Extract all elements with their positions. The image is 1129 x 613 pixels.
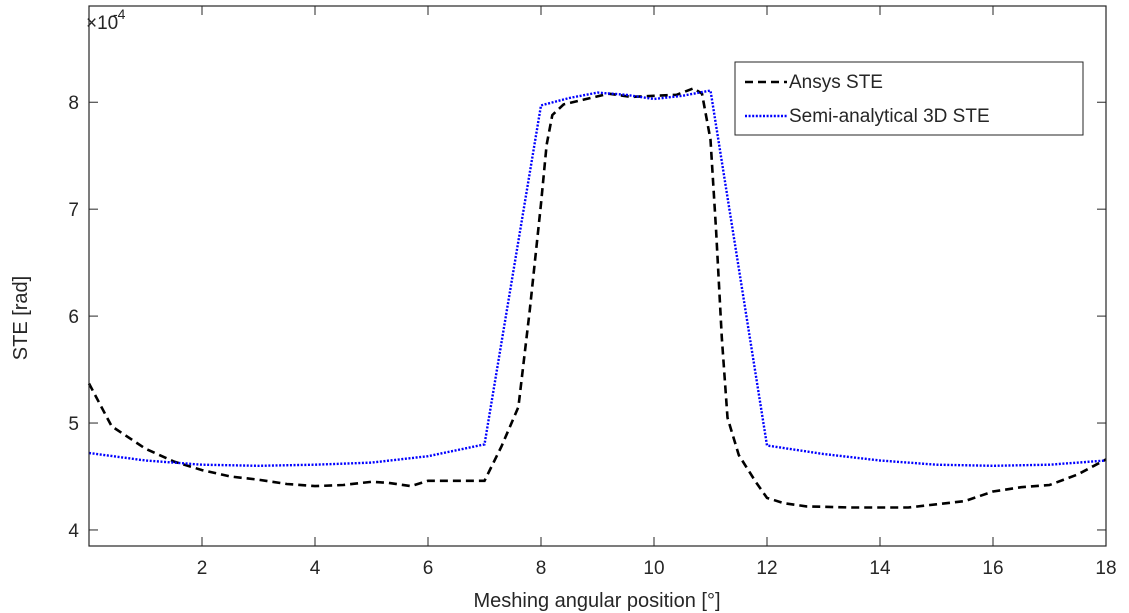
y-ticks: 4 5 6 7 8: [68, 93, 1106, 542]
x-tick-label: 6: [423, 558, 434, 579]
axes-box: [88, 5, 1107, 547]
legend: Ansys STE Semi-analytical 3D STE: [734, 61, 1084, 136]
y-tick-label: 4: [68, 521, 79, 542]
x-tick-label: 4: [310, 558, 321, 579]
x-tick-label: 16: [982, 558, 1003, 579]
x-tick-label: 14: [869, 558, 891, 579]
legend-label-ansys-ste: Ansys STE: [789, 72, 883, 93]
y-exponent-power: -4: [113, 6, 126, 22]
y-tick-label: 7: [68, 200, 79, 221]
x-axis-label: Meshing angular position [°]: [473, 590, 720, 612]
x-tick-label: 2: [197, 558, 208, 579]
legend-box: [734, 61, 1084, 136]
series-line-semi-analytical-3d-ste: [88, 89, 1107, 468]
x-ticks: 2 4 6 8 10 12 14 16 18: [197, 6, 1117, 579]
y-tick-label: 6: [68, 307, 79, 328]
series-line-ansys-ste: [87, 86, 1107, 509]
y-tick-label: 5: [68, 414, 79, 435]
x-tick-label: 10: [643, 558, 664, 579]
y-tick-label: 8: [68, 93, 79, 114]
y-axis-label: STE [rad]: [10, 276, 32, 360]
x-tick-label: 12: [756, 558, 777, 579]
plot-lines: [87, 86, 1107, 509]
x-tick-label: 18: [1095, 558, 1116, 579]
x-tick-label: 8: [536, 558, 547, 579]
legend-label-semi-analytical-3d-ste: Semi-analytical 3D STE: [789, 106, 990, 127]
y-exponent-base: ×10: [86, 13, 118, 34]
